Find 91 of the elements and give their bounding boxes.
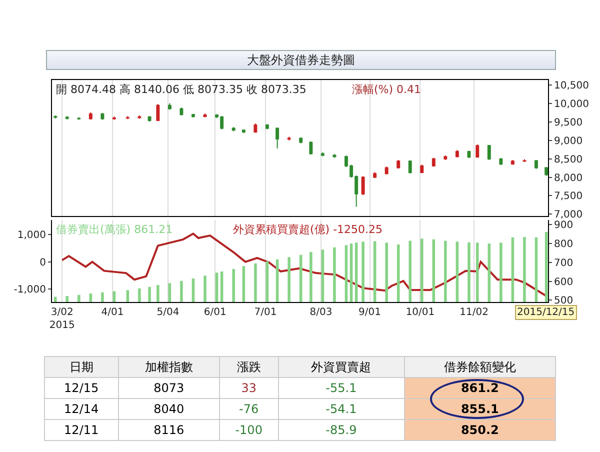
annotation: 開 8074.48 高 8140.06 低 8073.35 收 8073.35 bbox=[56, 83, 306, 96]
text: 850.2 bbox=[460, 423, 499, 437]
text: 33 bbox=[241, 381, 256, 395]
y-tick-label: 8,000 bbox=[554, 172, 583, 184]
candlestick bbox=[156, 103, 160, 122]
candlestick bbox=[192, 113, 195, 118]
candlestick bbox=[361, 176, 365, 196]
x-tick-label: 4/01 bbox=[101, 307, 124, 318]
text: 8073 bbox=[154, 381, 184, 395]
candlestick bbox=[77, 116, 81, 120]
candlestick bbox=[309, 141, 313, 155]
candlestick bbox=[232, 126, 236, 132]
text: -85.9 bbox=[326, 423, 357, 437]
y-tick-label: 1,000 bbox=[17, 230, 46, 241]
y2-tick-label: 900 bbox=[554, 220, 574, 232]
candlestick bbox=[254, 122, 258, 134]
candlestick bbox=[487, 144, 491, 160]
x-tick-label: 6/01 bbox=[204, 307, 226, 318]
candlestick bbox=[138, 114, 142, 120]
candlestick bbox=[396, 159, 400, 169]
text: -54.1 bbox=[326, 402, 357, 416]
x-tick-label: 8/03 bbox=[310, 307, 332, 318]
x-tick-label: 5/04 bbox=[156, 307, 180, 318]
candlestick bbox=[534, 159, 538, 170]
x-tick-label: 9/01 bbox=[358, 307, 382, 318]
candlestick bbox=[444, 155, 448, 160]
candlestick bbox=[265, 124, 269, 130]
category-label: 漲跌 bbox=[220, 356, 278, 378]
y-tick-label: 10,500 bbox=[554, 80, 589, 92]
candlestick bbox=[112, 116, 116, 120]
y-tick-label: -1,000 bbox=[14, 284, 46, 296]
candlestick bbox=[126, 116, 130, 120]
y2-tick-label: 700 bbox=[554, 258, 574, 269]
candlestick bbox=[332, 154, 336, 158]
candlestick bbox=[432, 157, 436, 168]
candlestick bbox=[476, 144, 480, 158]
x-tick-label: 11/02 bbox=[460, 307, 488, 318]
candlestick bbox=[384, 166, 388, 175]
candlestick bbox=[299, 137, 303, 144]
y-tick-label: 9,000 bbox=[554, 136, 583, 147]
annotation: 漲幅(%) 0.41 bbox=[352, 83, 422, 96]
y-tick-label: 9,500 bbox=[554, 118, 583, 129]
category-label: 日期 bbox=[44, 356, 118, 378]
annotation: 2015/12/15 bbox=[517, 307, 575, 318]
category-label: 外資買賣超 bbox=[278, 356, 404, 378]
y-tick-label: 10,000 bbox=[554, 99, 589, 110]
y2-tick-label: 500 bbox=[554, 296, 574, 307]
text: 8040 bbox=[154, 402, 184, 416]
y-tick-label: 7,000 bbox=[554, 210, 583, 221]
candlestick bbox=[408, 160, 412, 174]
candlestick bbox=[499, 158, 503, 166]
candlestick bbox=[54, 114, 58, 119]
candlestick bbox=[373, 172, 377, 179]
x-tick-label: 10/01 bbox=[406, 307, 435, 318]
candlestick bbox=[455, 150, 459, 158]
candlestick bbox=[510, 159, 514, 166]
text: 12/14 bbox=[64, 402, 99, 416]
text: -100 bbox=[235, 423, 262, 437]
chart-title: 大盤外資借券走勢圖 bbox=[46, 50, 556, 70]
text: 8116 bbox=[154, 423, 184, 437]
candlestick bbox=[88, 112, 92, 120]
text: -76 bbox=[239, 402, 259, 416]
y-tick-label: 8,500 bbox=[554, 154, 583, 166]
candlestick bbox=[544, 166, 548, 176]
candlestick bbox=[168, 102, 172, 110]
text: 855.1 bbox=[460, 402, 499, 416]
text: 12/15 bbox=[64, 381, 99, 395]
candlestick bbox=[467, 150, 471, 159]
x-tick-label: 7/01 bbox=[254, 307, 277, 318]
text: 借券賣出(萬張) 861.21 bbox=[56, 223, 173, 236]
candlestick bbox=[148, 116, 152, 122]
candlestick bbox=[242, 128, 246, 134]
y2-tick-label: 600 bbox=[554, 276, 574, 288]
candlestick bbox=[287, 136, 291, 141]
candlestick bbox=[65, 116, 69, 120]
y2-tick-label: 800 bbox=[554, 239, 574, 250]
category-label: 借券餘額變化 bbox=[404, 356, 556, 378]
candlestick bbox=[420, 164, 424, 174]
y-tick-label: 0 bbox=[40, 257, 46, 268]
candlestick bbox=[320, 152, 324, 157]
candlestick bbox=[100, 112, 104, 120]
category-label: 加權指數 bbox=[118, 356, 220, 378]
text: 861.2 bbox=[460, 381, 499, 395]
candlestick bbox=[180, 107, 184, 116]
candlestick bbox=[522, 158, 526, 162]
text: 12/11 bbox=[64, 423, 99, 437]
x-tick-label: 3/02 2015 bbox=[49, 307, 75, 331]
candlestick bbox=[276, 127, 280, 150]
series-label: 外資累積買賣超(億) -1250.25 bbox=[233, 223, 383, 236]
text: -55.1 bbox=[326, 381, 357, 395]
y-tick-label: 7,500 bbox=[554, 191, 583, 202]
